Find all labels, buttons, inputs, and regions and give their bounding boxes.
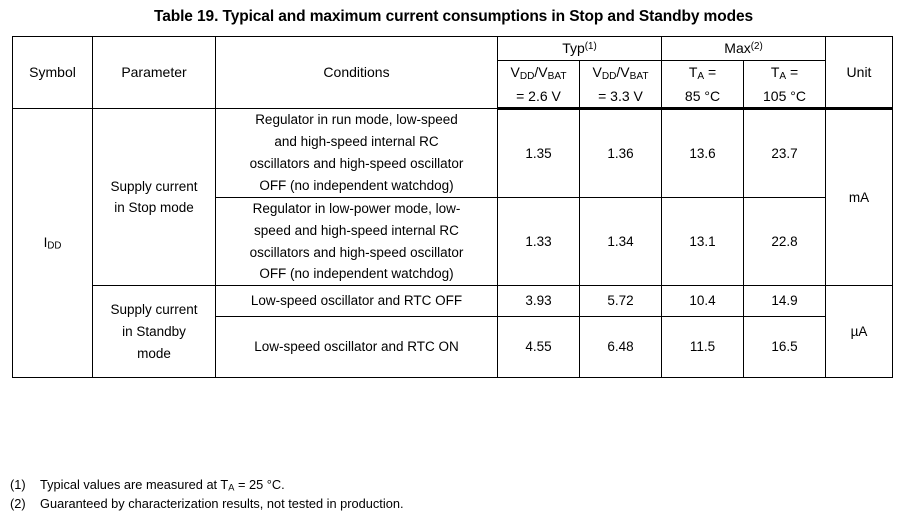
value-max-85c: 13.6 <box>661 108 744 198</box>
footnote-1: (1) Typical values are measured at TA = … <box>10 476 890 495</box>
footnotes: (1) Typical values are measured at TA = … <box>10 476 890 515</box>
header-max-group: Max(2) <box>661 36 826 61</box>
value-typ-3v3: 1.36 <box>579 108 662 198</box>
header-typ-group: Typ(1) <box>497 36 662 61</box>
conditions-cell: Regulator in low-power mode, low- speed … <box>215 196 498 287</box>
conditions-cell: Low-speed oscillator and RTC ON <box>215 316 498 379</box>
value-max-85c: 11.5 <box>661 316 744 379</box>
footnote-1-marker: (1) <box>10 477 26 492</box>
header-typ-footnote-ref: (1) <box>584 40 597 52</box>
header-max-105c-line1: TA = <box>770 63 799 82</box>
footnote-2-text: Guaranteed by characterization results, … <box>40 496 404 512</box>
value-max-85c: 13.1 <box>661 196 744 287</box>
header-max-105c: TA = 105 °C <box>743 59 826 111</box>
value-typ-2v6: 3.93 <box>497 285 580 318</box>
header-max-label: Max <box>724 40 751 56</box>
conditions-cell: Low-speed oscillator and RTC OFF <box>215 285 498 318</box>
value-typ-2v6: 1.35 <box>497 108 580 198</box>
header-parameter: Parameter <box>92 35 216 110</box>
value-typ-3v3: 1.34 <box>579 196 662 287</box>
header-max-85c-line1: TA = <box>688 63 717 82</box>
header-conditions: Conditions <box>215 35 498 110</box>
table-row: Low-speed oscillator and RTC ON 4.55 6.4… <box>13 316 893 379</box>
value-typ-2v6: 1.33 <box>497 196 580 287</box>
table-row: Regulator in low-power mode, low- speed … <box>13 196 893 287</box>
header-typ-3v3: VDD/VBAT = 3.3 V <box>579 59 662 111</box>
header-typ-2v6-line2: = 2.6 V <box>516 87 561 104</box>
header-max-105c-line2: 105 °C <box>763 87 806 104</box>
footnote-2: (2) Guaranteed by characterization resul… <box>10 495 890 514</box>
table-row: IDD Supply current in Stop mode Regulato… <box>12 108 893 379</box>
header-row-columns: VDD/VBAT = 2.6 V VDD/VBAT = 3.3 V TA = 8… <box>13 59 893 111</box>
value-typ-2v6: 4.55 <box>497 316 580 379</box>
footnote-2-marker: (2) <box>10 496 26 512</box>
header-typ-3v3-line1: VDD/VBAT <box>592 63 649 82</box>
symbol-idd: IDD <box>12 108 93 379</box>
header-typ-2v6-line1: VDD/VBAT <box>510 63 567 82</box>
table-row: Supply current in Standby mode Low-speed… <box>13 285 893 379</box>
header-max-85c-line2: 85 °C <box>684 87 721 104</box>
value-max-105c: 22.8 <box>743 196 826 287</box>
table-title: Table 19. Typical and maximum current co… <box>153 8 754 25</box>
unit-stop: mA <box>825 108 893 287</box>
value-max-105c: 16.5 <box>743 316 826 379</box>
value-max-85c: 10.4 <box>661 285 744 318</box>
footnote-1-text: Typical values are measured at TA = 25 °… <box>40 477 285 493</box>
spec-table: Symbol Parameter Conditions Typ(1) Max(2… <box>12 35 893 379</box>
parameter-stop-mode: Supply current in Stop mode <box>92 108 216 287</box>
header-unit: Unit <box>825 35 893 111</box>
value-max-105c: 14.9 <box>743 285 826 318</box>
unit-standby: µA <box>825 285 893 379</box>
header-symbol: Symbol <box>12 35 93 110</box>
value-typ-3v3: 5.72 <box>579 285 662 318</box>
header-typ-2v6: VDD/VBAT = 2.6 V <box>497 59 580 111</box>
header-max-footnote-ref: (2) <box>750 40 763 52</box>
value-typ-3v3: 6.48 <box>579 316 662 379</box>
parameter-standby-mode: Supply current in Standby mode <box>92 285 216 379</box>
header-typ-3v3-line2: = 3.3 V <box>598 87 643 104</box>
header-typ-label: Typ <box>562 40 585 56</box>
header-max-85c: TA = 85 °C <box>661 59 744 111</box>
conditions-cell: Regulator in run mode, low-speed and hig… <box>215 108 498 198</box>
value-max-105c: 23.7 <box>743 108 826 198</box>
header-row-groups: Symbol Parameter Conditions Typ(1) Max(2… <box>12 35 893 111</box>
